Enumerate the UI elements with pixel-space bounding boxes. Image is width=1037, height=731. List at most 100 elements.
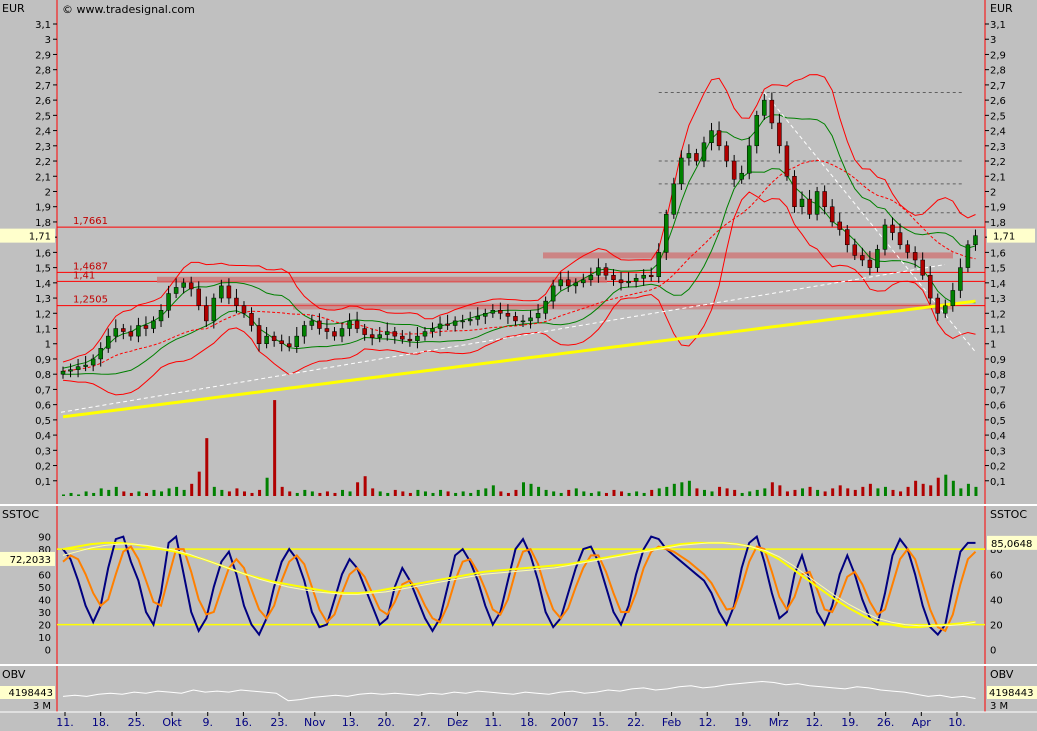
price-tick-label-left: 1: [45, 340, 51, 351]
level-label: 1,4687: [73, 261, 108, 272]
osc-series-line: [62, 542, 976, 627]
grid-layer: [0, 0, 1037, 713]
price-tick-label-left: 1,1: [35, 325, 51, 336]
volume-bar: [816, 489, 820, 496]
candle-body: [611, 274, 616, 281]
candle-body: [671, 183, 677, 215]
volume-bar: [295, 492, 299, 496]
candle-body: [294, 335, 300, 348]
price-tick-label-right: 1,4: [990, 279, 1006, 290]
volume-bar: [710, 491, 714, 496]
candle-body: [965, 244, 971, 268]
candle-body: [769, 99, 775, 124]
candle-body: [565, 279, 571, 287]
candle-body: [445, 323, 450, 326]
price-tick-label-right: 0,2: [990, 462, 1006, 473]
candle-body: [701, 142, 707, 162]
price-tick-label-right: 0,7: [990, 385, 1006, 396]
candle-body: [656, 252, 661, 277]
volume-bar: [846, 488, 850, 496]
candle-body: [694, 153, 699, 162]
candle-body: [897, 232, 903, 246]
candle-body: [166, 293, 171, 311]
candle-body: [98, 348, 103, 360]
volume-bar: [62, 494, 65, 496]
price-unit-left: EUR: [2, 2, 25, 15]
price-tick-label-left: 2: [45, 187, 51, 198]
volume-bar: [454, 492, 458, 496]
volume-bar: [491, 485, 495, 496]
volume-bar: [544, 489, 548, 496]
volume-bar: [627, 492, 631, 496]
candle-body: [822, 191, 827, 207]
candle-body: [309, 320, 315, 326]
volume-bar: [273, 400, 277, 496]
volume-bar: [537, 486, 541, 496]
volume-bar: [182, 489, 186, 496]
candle-body: [234, 297, 239, 306]
volume-bar: [785, 491, 789, 496]
price-tick-label-right: 3,1: [990, 20, 1006, 31]
candle-body: [950, 290, 956, 306]
price-tick-label-right: 2: [990, 187, 996, 198]
volume-bar: [763, 488, 767, 496]
candle-body: [317, 320, 322, 329]
volume-bar: [348, 491, 352, 496]
candle-body: [467, 319, 473, 322]
volume-bar: [446, 491, 450, 496]
volume-bar: [129, 492, 133, 496]
volume-bar: [718, 486, 722, 496]
candle-body: [483, 313, 488, 317]
candle-body: [731, 160, 737, 180]
candle-body: [837, 221, 842, 230]
volume-bar: [378, 491, 382, 496]
volume-bar: [393, 489, 397, 496]
volume-bar: [99, 488, 103, 496]
price-tick-label-right: 2,7: [990, 81, 1006, 92]
candle-body: [188, 282, 194, 290]
axis-layer: 0,1 0,1 0,2 0,2 0,3 0,3 0,4 0,4 0,5 0,5 0,6 0,6 0,7 0…: [0, 20, 1037, 729]
candle-body: [196, 288, 201, 306]
volume-bar: [167, 488, 171, 496]
candle-body: [279, 340, 284, 344]
volume-bar: [725, 488, 729, 496]
time-tick-label: Dez: [447, 716, 468, 729]
candle-body: [271, 335, 277, 341]
volume-bar: [416, 489, 420, 496]
candle-body: [890, 224, 895, 233]
obv-last-box-left: [0, 686, 55, 699]
volume-bar: [899, 491, 903, 496]
candle-body: [286, 343, 292, 348]
volume-bar: [801, 488, 805, 496]
price-tick-label-right: 2,2: [990, 157, 1006, 168]
candle-body: [324, 328, 330, 332]
volume-bar: [363, 476, 367, 496]
candle-body: [339, 328, 345, 337]
price-tick-label-right: 0,3: [990, 446, 1006, 457]
volume-bar: [484, 488, 488, 496]
candle-body: [641, 274, 646, 279]
osc-series-line: [62, 545, 977, 633]
time-tick-label: 18.: [92, 716, 110, 729]
price-tick-label-left: 2,4: [35, 127, 51, 138]
price-tick-label-left: 2,9: [35, 50, 51, 61]
price-tick-label-left: 2,1: [35, 172, 51, 183]
volume-bar: [77, 494, 81, 496]
time-tick-label: Feb: [662, 716, 681, 729]
time-tick-label: 25.: [128, 716, 146, 729]
volume-bar: [914, 480, 918, 496]
time-tick-label: Nov: [304, 716, 326, 729]
price-tick-label-left: 3: [45, 35, 51, 46]
obv-unit-left: 3 M: [33, 701, 51, 712]
candle-body: [860, 255, 865, 261]
volume-bar: [469, 492, 473, 496]
volume-bar: [853, 489, 857, 496]
volume-bar: [974, 486, 978, 496]
price-tick-label-left: 1,9: [35, 203, 51, 214]
price-tick-label-right: 1,5: [990, 264, 1006, 275]
volume-bar: [642, 492, 646, 496]
volume-bar: [861, 486, 865, 496]
candle-body: [173, 287, 179, 294]
osc-tick-label-right: 20: [990, 621, 1003, 632]
